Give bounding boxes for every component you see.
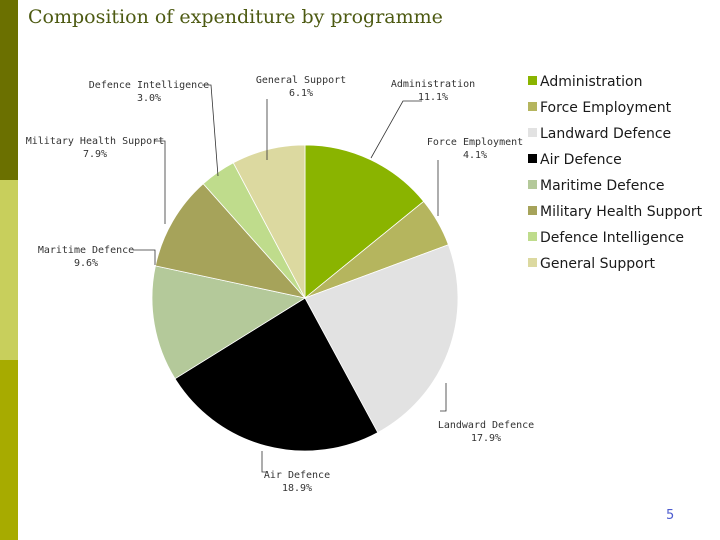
data-label-military-health-support: Military Health Support 7.9% [26, 136, 164, 160]
legend-item-force-employment: Force Employment [528, 100, 671, 118]
legend-item-maritime-defence: Maritime Defence [528, 178, 665, 196]
pie-slice-air-defence [174, 297, 379, 452]
legend-label: General Support [540, 256, 655, 272]
data-label-maritime-defence: Maritime Defence 9.6% [38, 245, 134, 269]
legend-swatch [528, 154, 537, 163]
decorative-sidebar [0, 0, 18, 540]
leader-line-landward-defence [440, 383, 447, 412]
legend-label: Defence Intelligence [540, 230, 685, 246]
legend-label: Military Health Support [540, 204, 703, 220]
legend-swatch [528, 232, 537, 241]
leader-line-maritime-defence [133, 249, 156, 265]
legend-item-defence-intelligence: Defence Intelligence [528, 230, 684, 248]
sidebar-band-middle [0, 180, 18, 360]
leader-line-defence-intelligence [202, 84, 219, 177]
legend-label: Air Defence [540, 152, 622, 168]
legend-label: Force Employment [540, 100, 672, 116]
legend-swatch [528, 76, 537, 85]
data-label-defence-intelligence: Defence Intelligence 3.0% [89, 80, 209, 104]
legend-item-landward-defence: Landward Defence [528, 126, 671, 144]
data-label-force-employment: Force Employment 4.1% [427, 137, 523, 161]
leader-line-administration [370, 100, 422, 159]
legend-label: Administration [540, 74, 643, 90]
slide-title: Composition of expenditure by programme [28, 6, 443, 28]
data-label-administration: Administration 11.1% [391, 79, 475, 103]
pie-slice-administration [304, 144, 425, 299]
page-number: 5 [666, 508, 675, 523]
sidebar-band-top [0, 0, 18, 180]
legend-item-air-defence: Air Defence [528, 152, 622, 170]
pie-slice-landward-defence [304, 244, 459, 434]
leader-line-military-health-support [154, 140, 166, 224]
pie-slice-general-support [232, 144, 306, 299]
legend-swatch [528, 128, 537, 137]
legend-swatch [528, 258, 537, 267]
legend-label: Maritime Defence [540, 178, 665, 194]
legend-label: Landward Defence [540, 126, 672, 142]
data-label-air-defence: Air Defence 18.9% [264, 470, 330, 494]
data-label-general-support: General Support 6.1% [256, 75, 346, 99]
legend-swatch [528, 102, 537, 111]
sidebar-band-bottom [0, 360, 18, 540]
legend-item-general-support: General Support [528, 256, 655, 274]
legend-swatch [528, 180, 537, 189]
data-label-landward-defence: Landward Defence 17.9% [438, 420, 534, 444]
pie-slice-military-health-support [154, 183, 307, 299]
leader-line-air-defence [261, 451, 268, 473]
pie-slice-maritime-defence [151, 265, 307, 380]
legend-item-military-health-support: Military Health Support [528, 204, 702, 222]
legend-swatch [528, 206, 537, 215]
legend-item-administration: Administration [528, 74, 642, 92]
